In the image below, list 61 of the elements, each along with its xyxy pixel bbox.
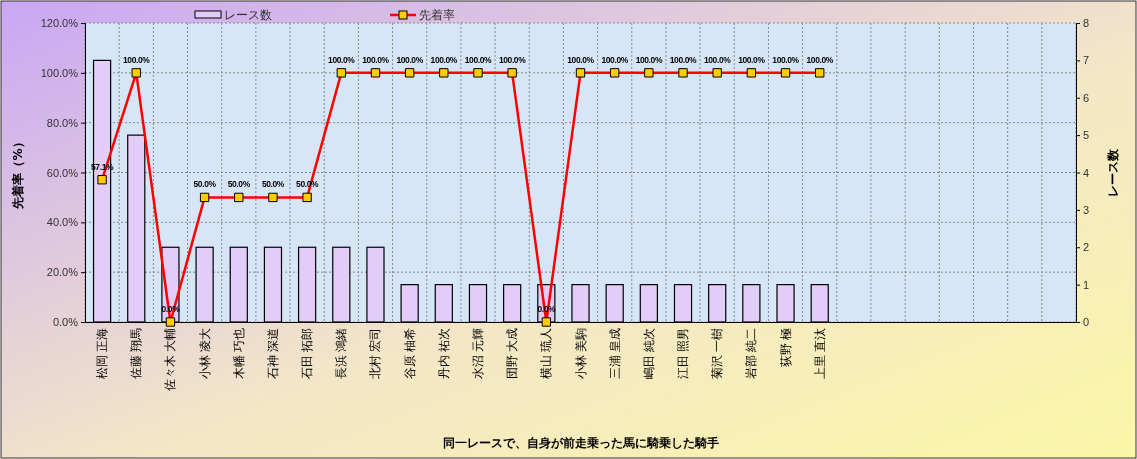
x-tick-label: 谷原 柚希 [403, 328, 416, 380]
x-tick-label: 北村 宏司 [368, 328, 382, 380]
data-label: 100.0% [806, 54, 834, 65]
x-tick-label: 松岡 正海 [96, 328, 109, 380]
legend-label: 先着率 [419, 8, 455, 22]
data-label: 100.0% [738, 54, 766, 65]
x-tick-label: 横山 琉人 [539, 328, 553, 380]
data-label: 100.0% [669, 54, 698, 65]
y-tick-label: 20.0% [46, 266, 79, 279]
x-tick-label: 丹内 祐次 [437, 328, 450, 380]
data-label: 100.0% [396, 54, 424, 65]
data-label: 100.0% [498, 54, 527, 65]
y2-tick-label: 3 [1083, 203, 1090, 216]
x-axis-title: 同一レースで、自身が前走乗った馬に騎乗した騎手 [442, 436, 719, 450]
x-tick-label: 江田 照男 [677, 328, 690, 380]
data-label: 100.0% [328, 54, 356, 65]
y-tick-label: 120.0% [40, 17, 79, 30]
y2-tick-label: 8 [1083, 17, 1090, 30]
data-label: 100.0% [635, 54, 663, 65]
x-tick-label: 上里 直汰 [813, 328, 826, 380]
y2-tick-label: 0 [1083, 316, 1090, 329]
y-tick-label: 80.0% [46, 116, 79, 129]
x-tick-label: 荻野 極 [779, 328, 792, 368]
y-tick-label: 100.0% [40, 66, 79, 79]
data-label: 100.0% [430, 54, 458, 65]
y-tick-label: 40.0% [46, 216, 79, 229]
x-tick-label: 小林 美駒 [573, 328, 587, 380]
data-label: 100.0% [464, 54, 493, 65]
data-label: 100.0% [362, 54, 390, 65]
y2-tick-label: 2 [1083, 241, 1090, 254]
x-tick-label: 水沼 元輝 [472, 328, 485, 380]
x-tick-label: 団野 大成 [506, 328, 519, 380]
y2-tick-label: 6 [1083, 91, 1090, 104]
x-tick-label: 石田 拓郎 [300, 328, 314, 380]
data-label: 100.0% [703, 54, 732, 65]
data-label: 50.0% [261, 179, 285, 190]
x-tick-label: 嶋田 純次 [642, 328, 655, 380]
x-tick-label: 菊沢 一樹 [711, 328, 724, 380]
y-tick-label: 60.0% [46, 166, 79, 179]
y-tick-label: 0.0% [52, 316, 79, 329]
x-tick-label: 石神 深道 [266, 328, 279, 380]
y-axis-title: 先着率（%） [11, 136, 25, 210]
data-label: 100.0% [123, 54, 151, 65]
data-label: 100.0% [601, 54, 629, 65]
y2-tick-label: 1 [1083, 278, 1090, 291]
x-tick-label: 長浜 鴻緒 [335, 328, 348, 380]
data-label: 100.0% [772, 54, 800, 65]
data-label: 50.0% [227, 179, 251, 190]
y2-axis-title: レース数 [1106, 147, 1120, 197]
x-tick-label: 小林 凌大 [198, 328, 211, 380]
x-tick-label: 佐藤 翔馬 [129, 328, 143, 380]
x-tick-label: 三浦 皇成 [608, 328, 621, 380]
legend-label: レース数 [224, 8, 272, 22]
x-tick-label: 木幡 巧也 [232, 328, 245, 380]
data-label: 100.0% [567, 54, 595, 65]
x-tick-label: 岩部 純二 [744, 328, 758, 380]
y2-tick-label: 4 [1083, 166, 1090, 179]
y2-tick-label: 5 [1083, 129, 1090, 142]
y2-tick-label: 7 [1083, 54, 1090, 67]
data-label: 50.0% [193, 179, 217, 190]
x-tick-label: 佐々木 大輔 [164, 328, 177, 392]
